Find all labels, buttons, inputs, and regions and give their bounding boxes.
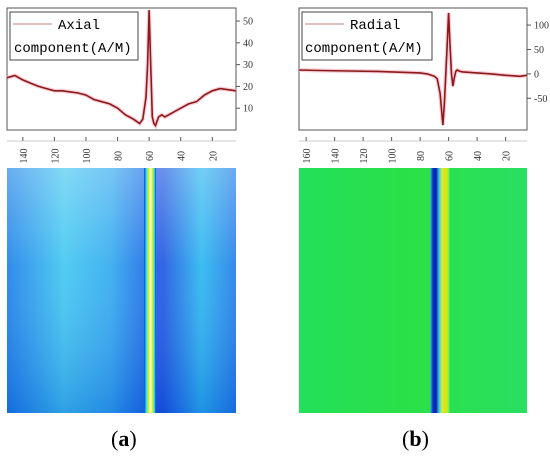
x-tick-label-b: 100 xyxy=(388,149,399,164)
heatmap-a xyxy=(7,168,236,413)
legend-line1-b: Radial xyxy=(350,18,400,34)
line-plot-b: -50 0 50 100 Radial component(A/M) xyxy=(298,7,549,131)
legend-box-b xyxy=(301,11,433,61)
x-tick-label-b: 80 xyxy=(416,151,427,161)
panel-a: 10 20 30 40 50 Axial component(A/M) 140 120 10… xyxy=(6,7,253,451)
x-tick-label-a: 140 xyxy=(19,149,30,164)
x-axis-a: 140 120 100 80 60 40 20 xyxy=(7,137,236,164)
legend-b: Radial component(A/M) xyxy=(301,11,433,61)
y-tick-label-b: -50 xyxy=(534,94,547,105)
heatmap-b-base xyxy=(299,168,527,413)
y-tick-label-a: 40 xyxy=(243,38,253,49)
x-tick-label-b: 20 xyxy=(502,151,513,161)
y-axis-b: -50 0 50 100 xyxy=(527,21,549,105)
heatmap-a-peak xyxy=(144,168,156,413)
x-tick-label-a: 80 xyxy=(114,151,125,161)
heatmap-b-peak xyxy=(430,168,450,413)
y-tick-label-b: 100 xyxy=(534,21,549,32)
x-axis-b: 160 140 120 100 80 60 40 20 xyxy=(299,137,527,164)
series-line-a xyxy=(6,10,237,128)
x-tick-label-a: 120 xyxy=(50,149,61,164)
x-tick-label-a: 100 xyxy=(82,149,93,164)
legend-line2-a: component(A/M) xyxy=(14,41,132,57)
x-tick-label-a: 20 xyxy=(208,151,219,161)
x-tick-label-b: 160 xyxy=(302,149,313,164)
legend-line2-b: component(A/M) xyxy=(305,41,423,57)
panel-label-b: (b) xyxy=(402,426,429,451)
y-tick-label-a: 10 xyxy=(243,104,253,115)
x-tick-label-a: 60 xyxy=(145,151,156,161)
y-tick-label-a: 30 xyxy=(243,60,253,71)
x-tick-label-b: 40 xyxy=(473,151,484,161)
panel-b: -50 0 50 100 Radial component(A/M) 160 140 12… xyxy=(298,7,549,451)
x-tick-label-b: 60 xyxy=(445,151,456,161)
series-b xyxy=(298,12,528,126)
y-axis-a: 10 20 30 40 50 xyxy=(236,17,253,115)
legend-box-a xyxy=(9,11,139,61)
panel-label-a: (a) xyxy=(111,426,137,451)
legend-line1-a: Axial xyxy=(58,18,100,34)
y-tick-label-a: 50 xyxy=(243,17,253,28)
y-tick-label-b: 0 xyxy=(534,69,539,80)
legend-a: Axial component(A/M) xyxy=(9,11,139,61)
series-line-b xyxy=(298,12,528,126)
heatmap-a-shade xyxy=(7,168,236,413)
heatmap-b xyxy=(299,168,527,413)
y-tick-label-b: 50 xyxy=(534,45,544,56)
y-tick-label-a: 20 xyxy=(243,82,253,93)
x-tick-label-b: 120 xyxy=(359,149,370,164)
x-tick-label-a: 40 xyxy=(177,151,188,161)
x-tick-label-b: 140 xyxy=(331,149,342,164)
series-a xyxy=(6,10,237,130)
line-plot-a: 10 20 30 40 50 Axial component(A/M) xyxy=(6,7,253,131)
